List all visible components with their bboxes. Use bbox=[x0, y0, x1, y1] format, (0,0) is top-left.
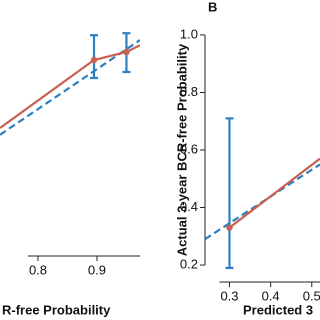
series-line bbox=[228, 157, 320, 229]
point bbox=[90, 56, 98, 64]
series-line bbox=[0, 44, 140, 129]
x-axis-label: Predicted 3 bbox=[243, 302, 313, 317]
x-tick-label: 0.8 bbox=[29, 262, 47, 277]
y-axis-label: Actual 3-year BCR-free Probability bbox=[174, 43, 189, 256]
x-tick-label: 0.4 bbox=[262, 288, 280, 303]
series-line bbox=[0, 39, 140, 136]
x-tick-label: 0.5 bbox=[303, 288, 320, 303]
y-tick-label: 0.2 bbox=[180, 256, 198, 271]
panel-title: B bbox=[208, 0, 217, 14]
y-tick-label: 0.4 bbox=[180, 199, 198, 214]
y-tick-label: 0.6 bbox=[180, 141, 198, 156]
x-tick-label: 0.9 bbox=[88, 262, 106, 277]
point bbox=[226, 224, 233, 231]
x-tick-label: 0.3 bbox=[220, 288, 238, 303]
point bbox=[123, 48, 130, 56]
y-tick-label: 0.8 bbox=[180, 84, 198, 99]
y-tick-label: 1.0 bbox=[180, 26, 198, 41]
x-axis-label: R-free Probability bbox=[2, 302, 111, 317]
